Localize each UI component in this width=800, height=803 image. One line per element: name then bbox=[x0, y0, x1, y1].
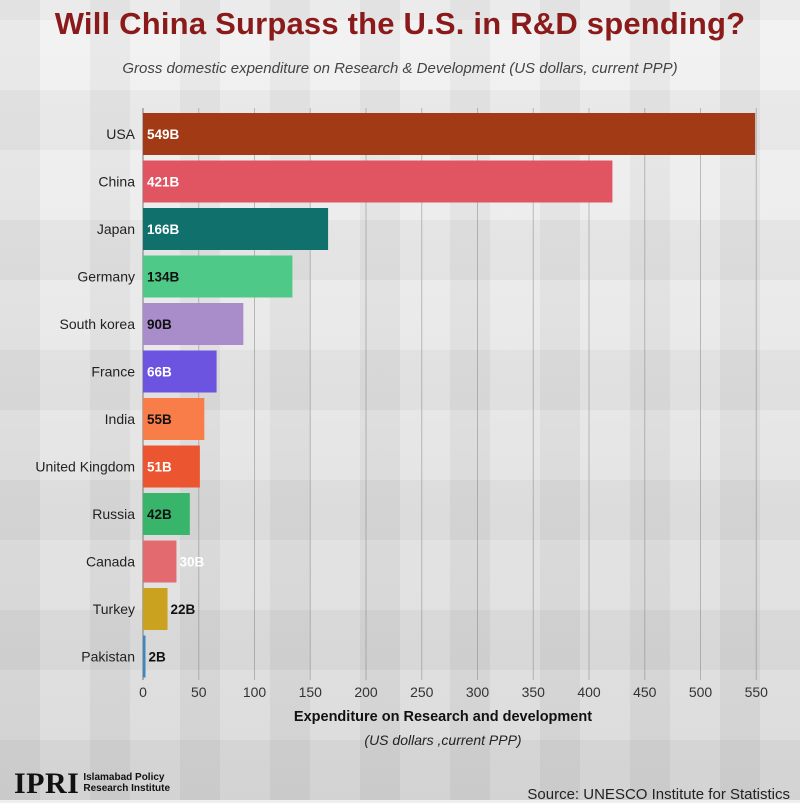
category-label: Germany bbox=[77, 269, 135, 285]
bar-russia bbox=[143, 493, 190, 535]
data-label: 42B bbox=[147, 507, 172, 522]
source-note: Source: UNESCO Institute for Statistics bbox=[527, 786, 790, 803]
x-tick-label: 550 bbox=[745, 684, 769, 700]
bar-india bbox=[143, 398, 205, 440]
bar-turkey bbox=[143, 588, 168, 630]
category-label: Canada bbox=[86, 554, 135, 570]
data-label: 66B bbox=[147, 365, 172, 380]
data-label: 30B bbox=[179, 555, 204, 570]
x-tick-label: 450 bbox=[633, 684, 657, 700]
category-label: China bbox=[98, 174, 135, 190]
x-axis-sublabel: (US dollars ,current PPP) bbox=[364, 732, 522, 748]
category-label: United Kingdom bbox=[35, 459, 135, 475]
bar-canada bbox=[143, 540, 177, 583]
x-tick-label: 300 bbox=[466, 684, 490, 700]
data-label: 134B bbox=[147, 270, 180, 285]
bar-usa bbox=[143, 113, 756, 155]
bar-pakistan bbox=[143, 635, 146, 678]
bar-france bbox=[143, 350, 217, 393]
category-label: USA bbox=[106, 126, 135, 142]
bar-germany bbox=[143, 255, 293, 298]
data-label: 549B bbox=[147, 127, 180, 142]
bar-japan bbox=[143, 208, 329, 250]
ipri-logo: IPRI Islamabad Policy Research Institute bbox=[14, 767, 193, 800]
x-tick-label: 250 bbox=[410, 684, 434, 700]
data-label: 22B bbox=[171, 602, 196, 617]
x-tick-label: 500 bbox=[689, 684, 713, 700]
data-label: 55B bbox=[147, 412, 172, 427]
x-tick-label: 0 bbox=[139, 684, 147, 700]
category-label: Pakistan bbox=[81, 649, 135, 665]
x-tick-label: 400 bbox=[577, 684, 601, 700]
data-label: 421B bbox=[147, 175, 180, 190]
logo-name: Islamabad Policy Research Institute bbox=[83, 772, 171, 794]
bar-united-kingdom bbox=[143, 445, 200, 488]
data-label: 166B bbox=[147, 222, 180, 237]
x-tick-label: 150 bbox=[299, 684, 323, 700]
x-tick-label: 50 bbox=[191, 684, 207, 700]
category-label: France bbox=[91, 364, 135, 380]
x-axis-label: Expenditure on Research and development bbox=[293, 709, 593, 725]
data-label: 2B bbox=[149, 650, 167, 665]
x-tick-label: 350 bbox=[522, 684, 546, 700]
category-label: Turkey bbox=[93, 601, 135, 617]
bar-china bbox=[143, 160, 613, 203]
data-label: 51B bbox=[147, 460, 172, 475]
category-label: Russia bbox=[92, 506, 135, 522]
data-label: 90B bbox=[147, 317, 172, 332]
chart-title: Will China Surpass the U.S. in R&D spend… bbox=[54, 6, 746, 41]
bar-south-korea bbox=[143, 303, 244, 345]
x-tick-label: 100 bbox=[243, 684, 267, 700]
category-label: Japan bbox=[97, 221, 135, 237]
category-label: India bbox=[105, 411, 136, 427]
logo-mark: IPRI bbox=[14, 767, 80, 800]
x-tick-label: 200 bbox=[354, 684, 378, 700]
chart-subtitle: Gross domestic expenditure on Research &… bbox=[122, 60, 678, 77]
category-label: South korea bbox=[60, 316, 136, 332]
